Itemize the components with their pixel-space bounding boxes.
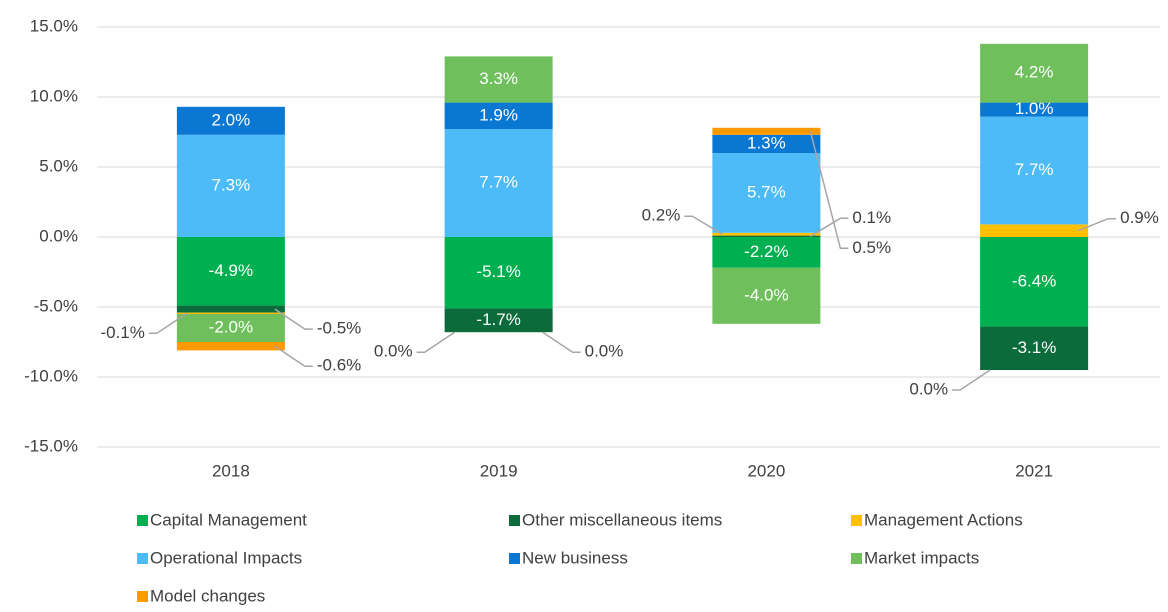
data-label: 2.0% [212, 110, 251, 129]
data-label: -0.6% [317, 356, 361, 375]
leader-line [1077, 217, 1117, 232]
data-label: 0.9% [1120, 208, 1159, 227]
bar-segment [980, 43, 1089, 103]
y-tick-label: 0.0% [39, 226, 78, 245]
data-label: 0.1% [852, 208, 891, 227]
leader-line [952, 369, 991, 391]
bar-segment [176, 237, 285, 306]
bar-segment [980, 237, 1089, 327]
legend-label: Operational Impacts [150, 548, 302, 567]
data-label: 1.3% [747, 133, 786, 152]
legend-swatch [137, 515, 148, 526]
legend-label: New business [522, 548, 628, 567]
data-label: -2.0% [209, 317, 253, 336]
data-label: 0.0% [909, 379, 948, 398]
legend-label: Other miscellaneous items [522, 510, 722, 529]
data-label: -4.0% [744, 285, 788, 304]
leader-line [809, 131, 849, 250]
x-tick-label: 2019 [480, 461, 518, 480]
leader-line [809, 217, 849, 237]
legend-swatch [851, 553, 862, 564]
data-label: 0.5% [852, 238, 891, 257]
leader-line [684, 215, 723, 235]
data-label: -6.4% [1012, 271, 1056, 290]
bar-segment [444, 308, 553, 333]
bar-segment [980, 102, 1089, 117]
bar-segment [712, 153, 821, 233]
data-label: -2.2% [744, 242, 788, 261]
legend-label: Capital Management [150, 510, 307, 529]
data-label: 0.2% [642, 206, 681, 225]
data-label: -4.9% [209, 261, 253, 280]
bar-segment [712, 237, 821, 268]
data-label: 7.7% [1015, 160, 1054, 179]
data-label: 7.3% [212, 175, 251, 194]
leader-line [274, 308, 313, 330]
legend-swatch [509, 515, 520, 526]
data-label: 1.0% [1015, 99, 1054, 118]
x-tick-label: 2020 [747, 461, 785, 480]
bar-segment [712, 134, 821, 153]
legend-label: Management Actions [864, 510, 1023, 529]
bar-segment [176, 312, 285, 314]
y-tick-label: -10.0% [24, 366, 78, 385]
data-label: -1.7% [476, 310, 520, 329]
bar-segment [712, 267, 821, 324]
bar-segment [444, 56, 553, 103]
data-label: 5.7% [747, 182, 786, 201]
x-tick-label: 2018 [212, 461, 250, 480]
y-tick-label: 15.0% [30, 16, 78, 35]
leader-line [416, 331, 456, 353]
data-label: 3.3% [479, 69, 518, 88]
data-label: -5.1% [476, 262, 520, 281]
bar-segment [176, 342, 285, 351]
bar-segment [444, 129, 553, 237]
legend-swatch [137, 553, 148, 564]
y-tick-label: 5.0% [39, 156, 78, 175]
leader-line [542, 331, 581, 353]
bar-segment [980, 116, 1089, 225]
x-tick-label: 2021 [1015, 461, 1053, 480]
data-label: -0.5% [317, 319, 361, 338]
data-label: 1.9% [479, 105, 518, 124]
leader-line [274, 345, 313, 367]
bar-segment [176, 134, 285, 237]
leader-line [148, 312, 188, 335]
data-label: -3.1% [1012, 338, 1056, 357]
data-label: 4.2% [1015, 63, 1054, 82]
bar-segment [444, 237, 553, 309]
bar-segment [444, 102, 553, 130]
legend-swatch [851, 515, 862, 526]
bar-segment [176, 305, 285, 313]
data-label: 0.0% [374, 342, 413, 361]
bar-segment [712, 127, 821, 135]
data-label: 7.7% [479, 173, 518, 192]
data-label: -0.1% [100, 323, 144, 342]
y-tick-label: -15.0% [24, 436, 78, 455]
y-tick-label: -5.0% [34, 296, 78, 315]
bar-segment [712, 235, 821, 237]
legend-label: Model changes [150, 586, 265, 605]
legend-swatch [509, 553, 520, 564]
legend-swatch [137, 591, 148, 602]
bar-segment [980, 224, 1089, 237]
legend-label: Market impacts [864, 548, 979, 567]
bar-segment [176, 106, 285, 135]
data-label: 0.0% [585, 342, 624, 361]
y-tick-label: 10.0% [30, 86, 78, 105]
bar-segment [712, 232, 821, 236]
bar-segment [980, 326, 1089, 370]
bar-segment [176, 314, 285, 342]
